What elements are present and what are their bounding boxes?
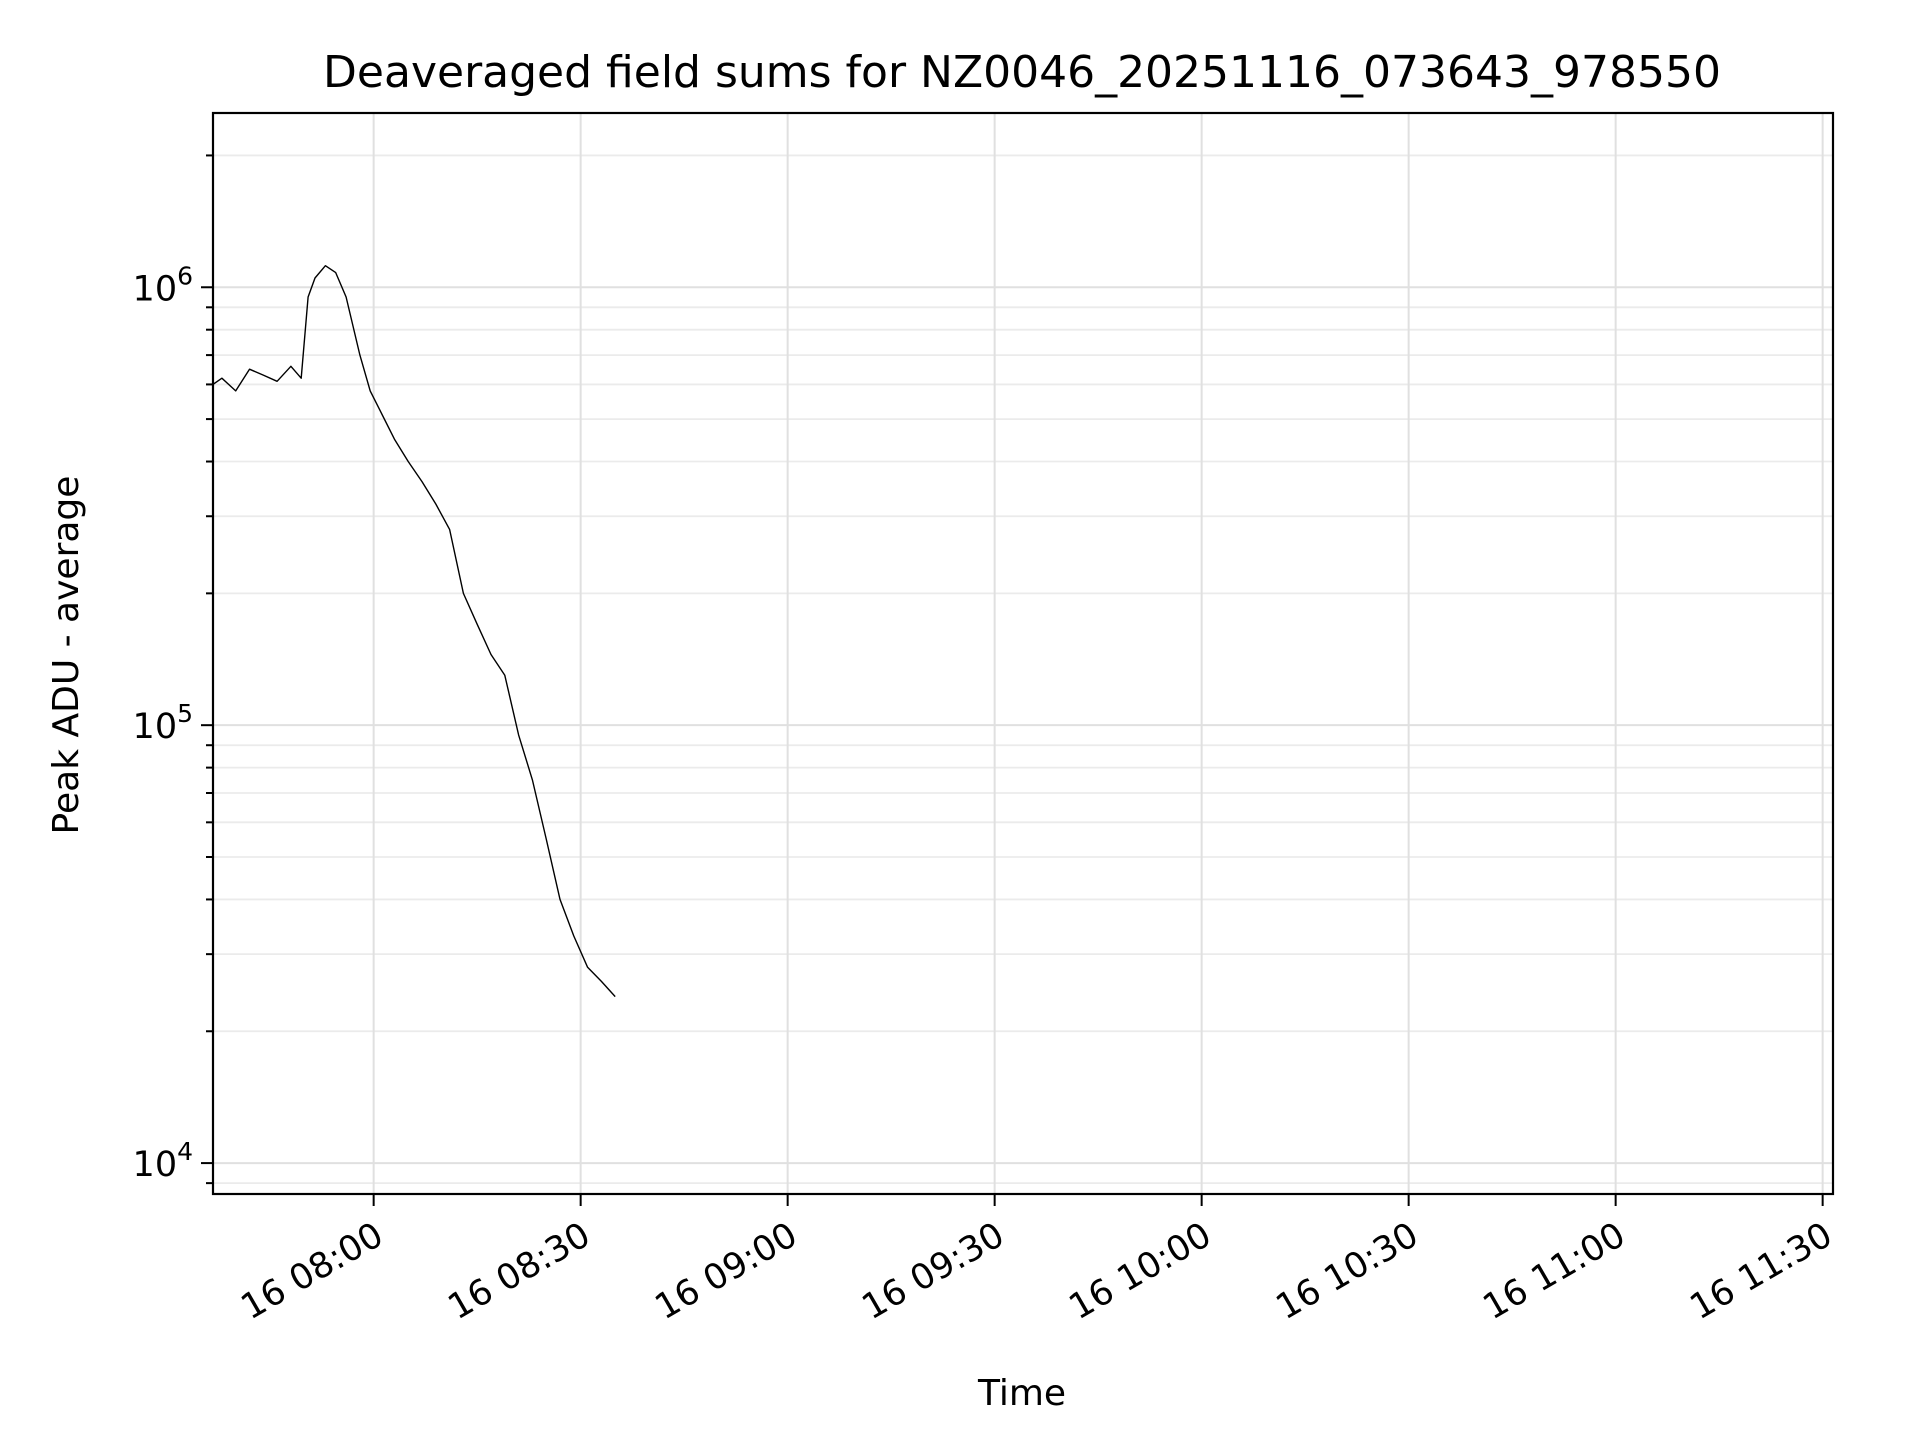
x-tick-label: 16 09:30 (856, 1215, 1012, 1328)
series-line (213, 265, 616, 998)
x-axis: 16 08:00 16 08:30 16 09:00 16 09:30 16 10:00… (235, 1194, 1840, 1328)
x-axis-label: Time (977, 1373, 1066, 1414)
y-tick-label: 104 (133, 1137, 193, 1185)
chart-title: Deaveraged field sums for NZ0046_2025111… (323, 47, 1721, 98)
y-tick-label: 106 (133, 261, 193, 309)
x-tick-label: 16 08:00 (235, 1215, 391, 1328)
y-axis-label: Peak ADU - average (46, 476, 87, 835)
x-tick-label: 16 10:00 (1063, 1215, 1219, 1328)
x-tick-label: 16 11:30 (1684, 1215, 1840, 1328)
plot-area (213, 265, 616, 998)
x-tick-label: 16 11:00 (1477, 1215, 1633, 1328)
grid (213, 113, 1833, 1194)
x-tick-label: 16 10:30 (1270, 1215, 1426, 1328)
y-tick-label: 105 (133, 699, 193, 747)
x-tick-label: 16 09:00 (649, 1215, 805, 1328)
x-tick-label: 16 08:30 (442, 1215, 598, 1328)
y-axis: 104 105 106 (133, 154, 213, 1185)
plot-frame (211, 111, 1835, 1196)
